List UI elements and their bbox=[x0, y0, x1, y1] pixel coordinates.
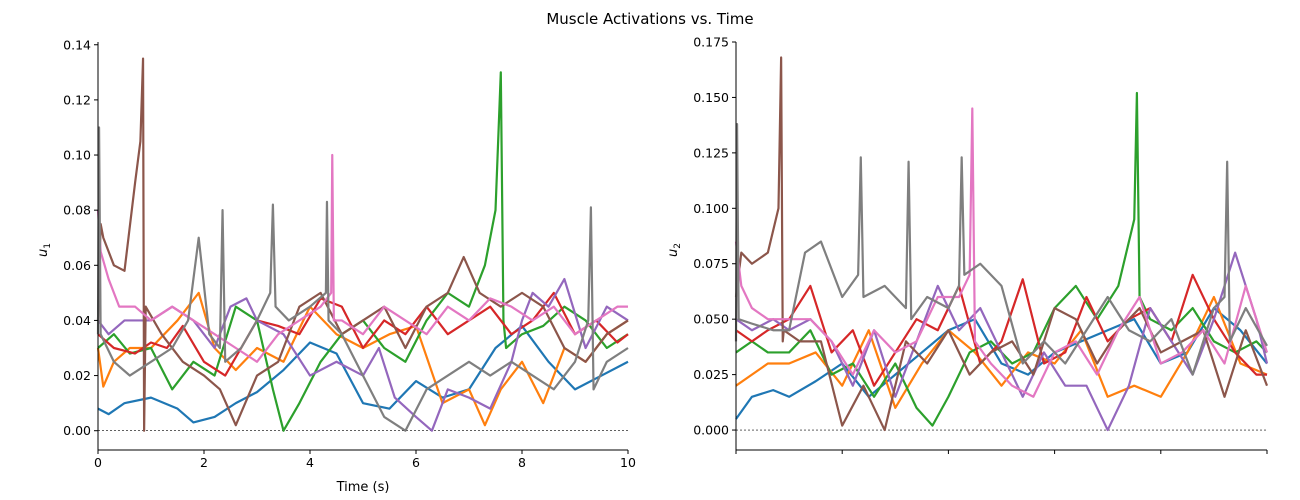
chart-u1-x-tick-label: 8 bbox=[518, 455, 526, 470]
chart-u1-x-tick-label: 4 bbox=[306, 455, 314, 470]
chart-u1-y-tick-label: 0.02 bbox=[63, 368, 91, 383]
chart-u1-y-tick-label: 0.10 bbox=[63, 148, 91, 163]
chart-u1: Time (s) u1 0.00 0.02 0.04 0.06 0.08 0.10 0.12… bbox=[36, 37, 636, 495]
chart-u1-y-axis-label-subscript: 1 bbox=[43, 243, 53, 249]
chart-u1-series-8-line bbox=[96, 126, 629, 432]
chart-u1-x-tick-label: 0 bbox=[94, 455, 102, 470]
chart-u2-y-tick-label: 0.025 bbox=[693, 367, 729, 382]
chart-u1-y-tick-label: 0.14 bbox=[63, 37, 91, 52]
chart-u1-y-tick-label: 0.04 bbox=[63, 313, 91, 328]
figure-title: Muscle Activations vs. Time bbox=[546, 10, 753, 28]
chart-u1-y-axis-label-base: u bbox=[36, 249, 51, 257]
chart-u1-series-7-line bbox=[96, 153, 628, 363]
chart-u1-series-3-line bbox=[97, 71, 629, 432]
chart-u2-series-2-line bbox=[735, 295, 1268, 409]
chart-u2-y-tick-label: 0.175 bbox=[693, 35, 729, 50]
chart-u1-y-tick-label: 0.06 bbox=[63, 258, 91, 273]
chart-u2-series-7-line bbox=[734, 107, 1269, 398]
chart-u2-series-8-line bbox=[734, 122, 1268, 376]
chart-u2-y-tick-label: 0.075 bbox=[693, 256, 729, 271]
chart-u1-x-axis-label: Time (s) bbox=[336, 480, 390, 495]
chart-u1-y-tick-label: 0.08 bbox=[63, 203, 91, 218]
chart-u2-y-axis-label: u2 bbox=[666, 243, 683, 257]
chart-u2-series-1-line bbox=[735, 306, 1268, 420]
chart-u1-y-tick-label: 0.12 bbox=[63, 92, 91, 107]
chart-u1-x-tick-label: 6 bbox=[412, 455, 420, 470]
chart-u2-y-tick-label: 0.050 bbox=[693, 312, 729, 327]
chart-u2: u2 0.000 0.025 0.050 0.075 0.100 0.125 0.150 0.… bbox=[666, 35, 1269, 454]
chart-u2-series-4-line bbox=[735, 273, 1267, 387]
chart-u1-y-axis-label: u1 bbox=[36, 243, 53, 257]
chart-u1-y-tick-label: 0.00 bbox=[63, 423, 91, 438]
chart-u2-y-axis-label-subscript: 2 bbox=[673, 243, 683, 249]
chart-u1-x-tick-label: 2 bbox=[200, 455, 208, 470]
chart-u1-x-tick-label: 10 bbox=[620, 455, 636, 470]
chart-u2-y-tick-label: 0.150 bbox=[693, 90, 729, 105]
chart-u2-y-tick-label: 0.100 bbox=[693, 201, 729, 216]
chart-u2-y-axis-label-base: u bbox=[666, 249, 681, 257]
chart-u1-series-1-line bbox=[97, 324, 629, 424]
chart-u2-y-tick-label: 0.000 bbox=[693, 423, 729, 438]
chart-u2-series-6-line bbox=[734, 56, 1269, 432]
chart-u1-series-6-line bbox=[96, 57, 629, 432]
chart-u2-y-tick-label: 0.125 bbox=[693, 145, 729, 160]
